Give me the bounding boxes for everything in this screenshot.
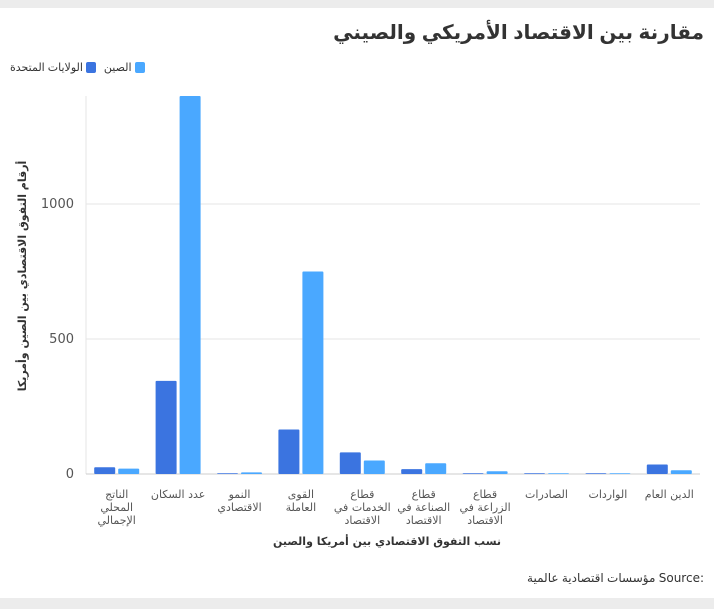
x-tick-label: قطاع الزراعة في الاقتصاد [459,488,510,527]
bar-usa [646,464,668,474]
bar-china [118,468,140,474]
bar-china [302,271,324,474]
plot-area: 0 500 1000 الناتج المحلي الإجمالي عدد السكان ال… [15,96,700,548]
legend: الولايات المتحدة الصين [10,61,145,74]
legend-item-china[interactable]: الصين [104,61,145,74]
bar-china [486,471,508,474]
legend-item-usa[interactable]: الولايات المتحدة [10,61,96,74]
bar-china [363,460,385,474]
y-tick-label: 500 [49,332,74,347]
source-note: مؤسسات اقتصادية عالمية Source: [527,571,704,585]
x-axis-label: نسب التفوق الاقتصادي بين أمريكا والصين [273,534,501,548]
chart-card: مقارنة بين الاقتصاد الأمريكي والصيني الو… [0,8,714,598]
legend-label-usa: الولايات المتحدة [10,62,83,74]
bar-china [670,470,692,474]
bar-usa [339,452,361,474]
bar-usa [462,473,484,474]
x-tick-label: قطاع الخدمات في الاقتصاد [334,488,391,527]
bar-china [548,473,569,474]
bar-china [241,472,262,474]
chart-title: مقارنة بين الاقتصاد الأمريكي والصيني [333,22,704,44]
x-tick-label: الدين العام [645,488,694,501]
bar-usa [155,380,177,474]
bar-usa [217,473,238,474]
bar-usa [278,429,300,474]
legend-label-china: الصين [103,62,132,74]
source-label: Source: [658,571,704,585]
legend-swatch-usa [85,62,96,73]
bar-usa [524,473,545,474]
y-tick-label: 0 [66,467,74,482]
x-tick-label: القوى العاملة [286,488,317,514]
bar-usa [585,473,607,474]
y-tick-label: 1000 [41,197,74,212]
source-text: مؤسسات اقتصادية عالمية [527,571,656,585]
bar-usa [401,469,423,474]
bar-usa [94,467,116,474]
y-axis-label: أرقام التفوق الاقتصادي بين الصين وأمريكا [15,161,29,392]
bar-china [179,96,201,474]
x-tick-label: الواردات [589,488,628,501]
bar-china [425,463,447,474]
x-tick-label: النمو الاقتصادي [217,488,261,514]
bar-china [609,473,631,474]
x-tick-label: الناتج المحلي الإجمالي [98,488,136,527]
legend-swatch-china [134,62,145,73]
x-tick-label: قطاع الصناعة في الاقتصاد [397,488,450,527]
x-tick-label: الصادرات [525,488,568,501]
x-tick-label: عدد السكان [151,488,205,501]
